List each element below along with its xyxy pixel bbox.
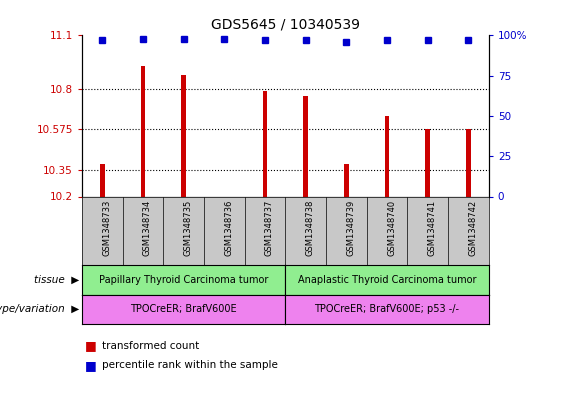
Text: Papillary Thyroid Carcinoma tumor: Papillary Thyroid Carcinoma tumor	[99, 275, 268, 285]
Bar	[344, 164, 349, 196]
Text: GSM1348735: GSM1348735	[184, 200, 193, 256]
Text: GSM1348733: GSM1348733	[102, 200, 111, 256]
Bar	[263, 91, 267, 196]
Bar	[303, 96, 308, 196]
Text: Anaplastic Thyroid Carcinoma tumor: Anaplastic Thyroid Carcinoma tumor	[298, 275, 476, 285]
Bar	[425, 129, 430, 196]
Bar	[385, 116, 389, 196]
Text: ■: ■	[85, 359, 97, 372]
Bar	[466, 129, 471, 196]
Text: tissue  ▶: tissue ▶	[34, 275, 79, 285]
Text: GSM1348742: GSM1348742	[468, 200, 477, 256]
Text: ■: ■	[85, 339, 97, 353]
Text: GSM1348740: GSM1348740	[387, 200, 396, 256]
Text: GSM1348739: GSM1348739	[346, 200, 355, 256]
Text: TPOCreER; BrafV600E; p53 -/-: TPOCreER; BrafV600E; p53 -/-	[315, 305, 459, 314]
Bar	[100, 164, 105, 196]
Title: GDS5645 / 10340539: GDS5645 / 10340539	[211, 17, 360, 31]
Text: TPOCreER; BrafV600E: TPOCreER; BrafV600E	[131, 305, 237, 314]
Text: GSM1348737: GSM1348737	[265, 200, 274, 256]
Text: transformed count: transformed count	[102, 341, 199, 351]
Text: genotype/variation  ▶: genotype/variation ▶	[0, 305, 79, 314]
Bar	[141, 66, 145, 196]
Text: percentile rank within the sample: percentile rank within the sample	[102, 360, 277, 371]
Text: GSM1348734: GSM1348734	[143, 200, 152, 256]
Bar	[181, 75, 186, 196]
Text: GSM1348738: GSM1348738	[306, 200, 315, 256]
Text: GSM1348736: GSM1348736	[224, 200, 233, 256]
Text: GSM1348741: GSM1348741	[428, 200, 437, 256]
